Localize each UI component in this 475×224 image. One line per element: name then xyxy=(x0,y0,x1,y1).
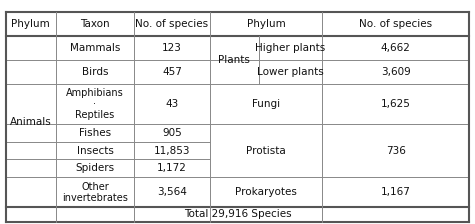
Text: Birds: Birds xyxy=(82,67,108,77)
Text: Amphibians
·
Reptiles: Amphibians · Reptiles xyxy=(66,88,124,120)
Text: 1,167: 1,167 xyxy=(381,187,410,197)
Text: Higher plants: Higher plants xyxy=(256,43,325,53)
Text: Lower plants: Lower plants xyxy=(257,67,324,77)
Text: Fishes: Fishes xyxy=(79,128,111,138)
Text: Prokaryotes: Prokaryotes xyxy=(235,187,297,197)
Text: Other
invertebrates: Other invertebrates xyxy=(62,182,128,202)
Text: Taxon: Taxon xyxy=(80,19,110,29)
Text: Mammals: Mammals xyxy=(70,43,120,53)
Text: 905: 905 xyxy=(162,128,182,138)
Text: Spiders: Spiders xyxy=(76,163,114,173)
Text: 1,625: 1,625 xyxy=(381,99,410,109)
Text: Protista: Protista xyxy=(246,146,286,156)
Text: Phylum: Phylum xyxy=(11,19,50,29)
Text: 457: 457 xyxy=(162,67,182,77)
Text: 736: 736 xyxy=(386,146,406,156)
Text: Fungi: Fungi xyxy=(252,99,280,109)
Text: 3,564: 3,564 xyxy=(157,187,187,197)
Text: No. of species: No. of species xyxy=(135,19,209,29)
Text: Plants: Plants xyxy=(218,55,250,65)
Text: 123: 123 xyxy=(162,43,182,53)
Text: Insects: Insects xyxy=(76,146,114,156)
Text: Total 29,916 Species: Total 29,916 Species xyxy=(184,209,291,220)
Text: 3,609: 3,609 xyxy=(381,67,410,77)
Text: Phylum: Phylum xyxy=(247,19,285,29)
Text: No. of species: No. of species xyxy=(359,19,432,29)
Text: 11,853: 11,853 xyxy=(154,146,190,156)
Text: 43: 43 xyxy=(165,99,179,109)
Text: Animals: Animals xyxy=(10,116,52,127)
Text: 4,662: 4,662 xyxy=(381,43,410,53)
Text: 1,172: 1,172 xyxy=(157,163,187,173)
